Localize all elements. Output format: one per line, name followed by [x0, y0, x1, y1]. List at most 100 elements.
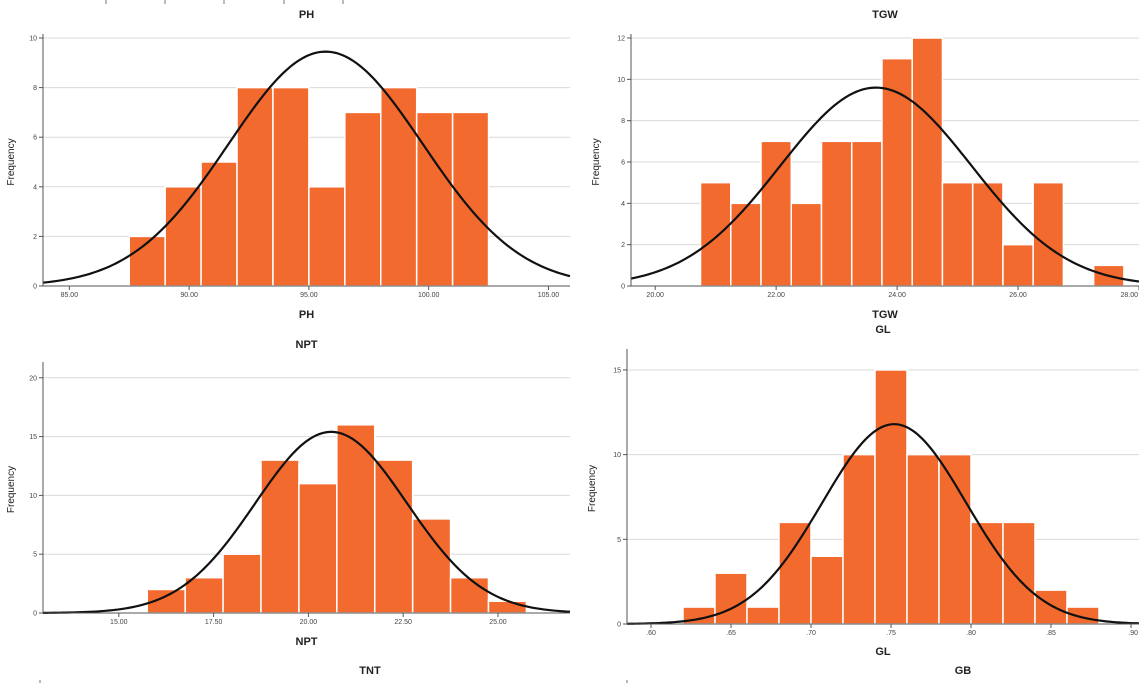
histogram-bar	[184, 576, 224, 614]
histogram-bar	[164, 186, 202, 287]
histogram-bar	[200, 161, 238, 287]
x-tick-label: 17.50	[205, 619, 223, 626]
y-tick-label: 4	[33, 184, 37, 191]
normal-curve	[42, 430, 571, 614]
x-tick-label: 22.50	[394, 619, 412, 626]
bottom-title-gb: GB	[955, 665, 972, 677]
histogram-bar	[344, 111, 382, 287]
histogram-bar	[308, 186, 346, 287]
x-tick-label: 20.00	[300, 619, 318, 626]
x-tick-label: 85.00	[61, 292, 79, 299]
histogram-bar	[1032, 181, 1065, 287]
histogram-bar	[842, 453, 876, 625]
y-tick-label: 12	[617, 36, 625, 43]
y-tick-label: 6	[33, 135, 37, 142]
x-tick-label: 15.00	[110, 619, 128, 626]
histogram-bar	[911, 37, 944, 287]
y-tick-label: 0	[33, 284, 37, 291]
histogram-bar	[411, 518, 452, 614]
histogram-bar	[1002, 521, 1036, 625]
histogram-bar	[850, 140, 883, 287]
histogram-panels: 0 2 4 6 8 10 85.00 90.00 95.00 100.00 105.00 PH PH Fr…	[6, 9, 1139, 658]
histogram-bar	[451, 111, 490, 287]
x-tick-label: 95.00	[300, 292, 318, 299]
histogram-bar	[941, 181, 974, 287]
panel-gl: 0 5 10 15 .60 .65 .70 .75 .80 .85 .90 GL GL Frequency	[587, 324, 1139, 658]
bottom-row-titles: TNT GB	[39, 665, 972, 683]
x-tick-label: 105.00	[538, 292, 560, 299]
chart-title: TGW	[872, 9, 898, 21]
chart-title: PH	[299, 9, 314, 21]
x-tick-label: 90.00	[180, 292, 198, 299]
histogram-bar	[746, 606, 780, 625]
y-tick-label: 15	[29, 434, 37, 441]
x-tick-label: .90	[1128, 630, 1138, 637]
x-tick-label: .80	[966, 630, 976, 637]
x-tick-label: 28.00	[1120, 292, 1138, 299]
x-tick-label: .65	[726, 630, 736, 637]
y-tick-label: 15	[613, 367, 621, 374]
x-tick-label: 22.00	[767, 292, 785, 299]
y-tick-label: 8	[621, 118, 625, 125]
histogram-bar	[336, 424, 376, 614]
panel-tgw: 0 2 4 6 8 10 12 20.00 22.00 24.00 26.00 28.00 TGW TGW…	[591, 9, 1139, 321]
x-axis-label: PH	[299, 309, 314, 321]
x-axis-label: TGW	[872, 309, 898, 321]
chart-title: NPT	[296, 339, 318, 351]
histogram-bar	[699, 181, 732, 287]
x-tick-label: 25.00	[489, 619, 507, 626]
chart-title: GL	[875, 324, 891, 336]
histogram-bar	[820, 140, 853, 287]
y-tick-label: 6	[621, 160, 625, 167]
normal-curve	[630, 86, 1139, 283]
y-tick-label: 5	[617, 537, 621, 544]
y-axis-label: Frequency	[6, 466, 17, 513]
y-tick-label: 20	[29, 375, 37, 382]
histogram-bar	[874, 369, 908, 625]
panel-ph: 0 2 4 6 8 10 85.00 90.00 95.00 100.00 105.00 PH PH Fr…	[6, 9, 571, 321]
x-tick-label: 20.00	[646, 292, 664, 299]
histogram-bar	[760, 140, 793, 287]
x-axis-label: NPT	[296, 636, 318, 648]
histogram-bar	[971, 181, 1004, 287]
y-tick-label: 10	[613, 452, 621, 459]
histogram-bar	[730, 202, 762, 287]
y-tick-label: 8	[33, 85, 37, 92]
y-tick-label: 0	[33, 611, 37, 618]
histogram-bar	[906, 453, 940, 625]
x-axis-label: GL	[875, 646, 891, 658]
y-tick-label: 2	[33, 234, 37, 241]
x-tick-label: .70	[806, 630, 816, 637]
y-tick-label: 0	[617, 622, 621, 629]
y-tick-label: 10	[29, 36, 37, 43]
x-tick-label: 26.00	[1009, 292, 1027, 299]
y-tick-label: 0	[621, 284, 625, 291]
histogram-bar	[487, 600, 528, 614]
y-tick-label: 10	[29, 493, 37, 500]
x-tick-label: .85	[1046, 630, 1056, 637]
normal-curve	[626, 423, 1139, 625]
x-tick-label: 100.00	[418, 292, 440, 299]
histogram-bar	[272, 86, 310, 287]
x-tick-label: .75	[886, 630, 896, 637]
histogram-bar	[260, 459, 300, 614]
histogram-bar	[298, 482, 338, 614]
histogram-bar	[1002, 243, 1034, 287]
y-tick-label: 5	[33, 552, 37, 559]
histogram-bar	[790, 202, 823, 287]
histogram-bar	[778, 521, 812, 625]
histogram-bar	[810, 555, 844, 625]
histogram-bar	[714, 572, 748, 625]
histogram-bar	[938, 453, 972, 625]
y-axis-label: Frequency	[6, 138, 17, 185]
y-tick-label: 10	[617, 77, 625, 84]
y-tick-label: 4	[621, 201, 625, 208]
x-tick-label: 24.00	[888, 292, 906, 299]
histogram-bar	[236, 86, 274, 287]
histogram-bar	[415, 111, 454, 287]
histogram-bar	[1034, 589, 1068, 625]
y-axis-label: Frequency	[587, 465, 598, 512]
histogram-bar	[222, 553, 262, 614]
top-strip-ticks	[105, 0, 344, 4]
